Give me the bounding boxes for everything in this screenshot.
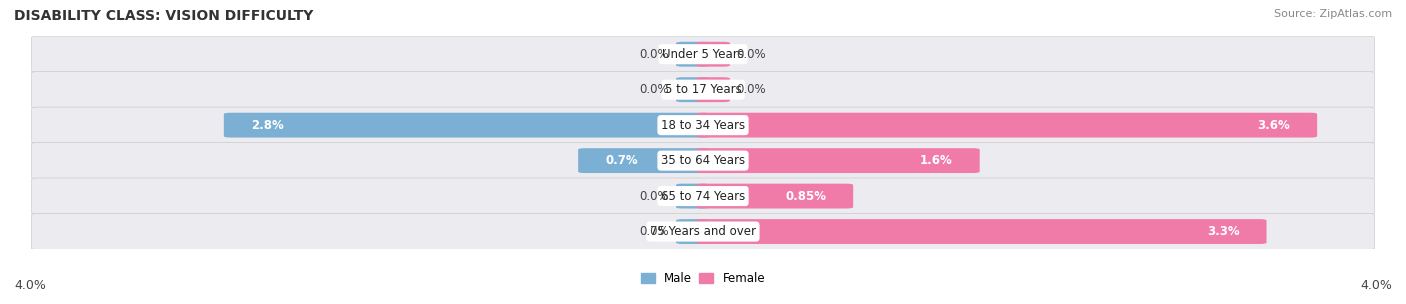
Text: 0.0%: 0.0% [640,48,669,61]
Text: 5 to 17 Years: 5 to 17 Years [665,83,741,96]
Text: 3.3%: 3.3% [1206,225,1240,238]
FancyBboxPatch shape [676,77,710,102]
FancyBboxPatch shape [696,219,1267,244]
Text: 4.0%: 4.0% [14,279,46,292]
Text: 0.0%: 0.0% [640,225,669,238]
Text: 35 to 64 Years: 35 to 64 Years [661,154,745,167]
FancyBboxPatch shape [224,113,710,137]
Legend: Male, Female: Male, Female [636,268,770,290]
Text: 0.0%: 0.0% [737,48,766,61]
FancyBboxPatch shape [696,77,730,102]
FancyBboxPatch shape [696,42,730,67]
Text: 65 to 74 Years: 65 to 74 Years [661,190,745,202]
Text: 0.0%: 0.0% [640,190,669,202]
Text: 3.6%: 3.6% [1257,119,1291,132]
Text: 18 to 34 Years: 18 to 34 Years [661,119,745,132]
FancyBboxPatch shape [31,36,1375,72]
Text: 0.85%: 0.85% [785,190,827,202]
Text: 0.0%: 0.0% [737,83,766,96]
FancyBboxPatch shape [696,148,980,173]
Text: 0.0%: 0.0% [640,83,669,96]
FancyBboxPatch shape [696,113,1317,137]
Text: DISABILITY CLASS: VISION DIFFICULTY: DISABILITY CLASS: VISION DIFFICULTY [14,9,314,23]
FancyBboxPatch shape [676,219,710,244]
FancyBboxPatch shape [31,143,1375,179]
FancyBboxPatch shape [676,184,710,209]
Text: Source: ZipAtlas.com: Source: ZipAtlas.com [1274,9,1392,19]
FancyBboxPatch shape [696,184,853,209]
Text: Under 5 Years: Under 5 Years [662,48,744,61]
FancyBboxPatch shape [31,213,1375,250]
Text: 75 Years and over: 75 Years and over [650,225,756,238]
Text: 0.7%: 0.7% [605,154,638,167]
FancyBboxPatch shape [31,107,1375,143]
Text: 1.6%: 1.6% [920,154,953,167]
FancyBboxPatch shape [31,178,1375,214]
Text: 2.8%: 2.8% [250,119,284,132]
FancyBboxPatch shape [676,42,710,67]
FancyBboxPatch shape [578,148,710,173]
FancyBboxPatch shape [31,72,1375,108]
Text: 4.0%: 4.0% [1360,279,1392,292]
